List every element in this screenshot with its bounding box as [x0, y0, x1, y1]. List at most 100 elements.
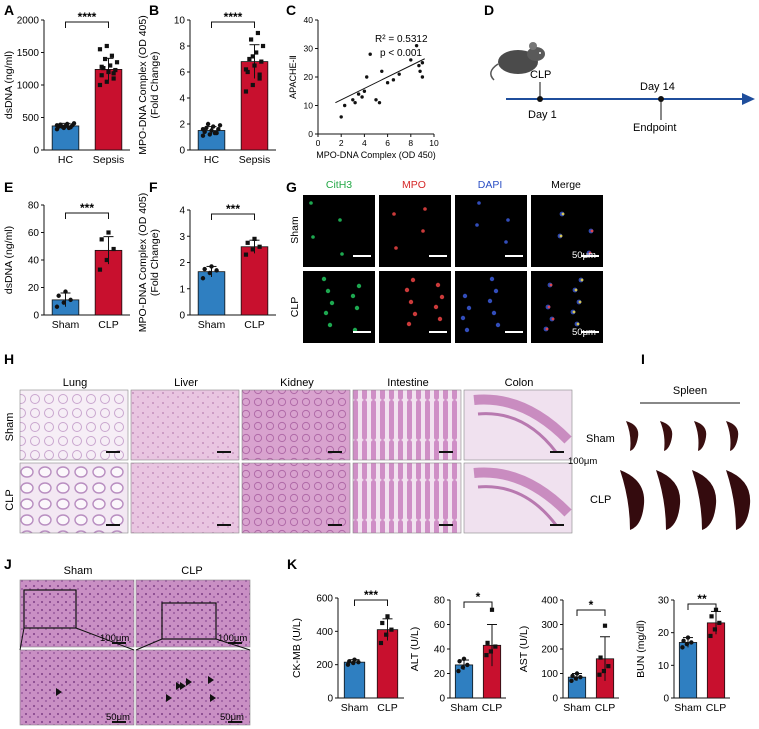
- bar: [343, 661, 366, 699]
- x-tick-label: 6: [385, 138, 390, 148]
- h-row-sham: Sham: [4, 413, 16, 442]
- data-point: [250, 82, 255, 88]
- data-point: [99, 237, 104, 242]
- cell-spot: [460, 315, 466, 321]
- histology-tile: [241, 389, 351, 461]
- x-axis-label: MPO-DNA Complex (OD 450): [316, 150, 436, 160]
- y-tick-label: 4: [179, 206, 185, 217]
- y-tick-label: 20: [28, 283, 40, 294]
- x-tick-label: Sham: [198, 319, 226, 331]
- cell-spot: [580, 278, 584, 282]
- data-point: [200, 127, 206, 132]
- spleen-sham: [694, 421, 707, 451]
- cell-spot: [506, 218, 510, 222]
- y-tick-label: 80: [434, 596, 446, 607]
- data-point: [717, 620, 722, 625]
- scatter-point: [417, 63, 421, 68]
- chart-k4: 0 10 20 30 BUN (mg/dl) Sham CLP **: [635, 592, 730, 714]
- data-point: [214, 268, 219, 273]
- spleen-clp: [726, 470, 751, 530]
- scatter-point: [385, 81, 390, 85]
- significance-label: ***: [80, 201, 94, 215]
- h-header-colon: Colon: [505, 377, 534, 389]
- significance-label: ****: [224, 10, 243, 24]
- panel-j-images: [19, 579, 251, 726]
- data-point: [252, 63, 257, 68]
- x-tick-label: 0: [316, 138, 321, 148]
- data-point: [114, 60, 120, 65]
- cell-spot: [590, 229, 594, 233]
- cell-spot: [408, 299, 414, 305]
- x-tick-label: CLP: [706, 702, 726, 714]
- y-tick-label: 1000: [17, 81, 40, 92]
- significance-bracket: [463, 601, 493, 608]
- y-tick-label: 10: [174, 16, 186, 27]
- data-point: [257, 72, 262, 77]
- y-tick-label: 400: [316, 627, 333, 638]
- x-tick-label: Sham: [563, 702, 591, 714]
- scatter-point: [368, 52, 372, 56]
- significance-bracket: [65, 21, 109, 28]
- g-header-cith3: CitH3: [326, 179, 352, 191]
- scatter-point: [420, 75, 425, 79]
- data-point: [597, 672, 602, 677]
- y-tick-label: 60: [28, 228, 40, 239]
- data-point: [247, 56, 252, 62]
- scatter-point: [420, 61, 425, 65]
- data-point: [243, 252, 249, 257]
- data-point: [207, 132, 212, 137]
- cell-spot: [561, 212, 565, 216]
- data-point: [254, 50, 259, 55]
- y-axis-label: BUN (mg/dl): [635, 620, 647, 678]
- data-point: [97, 82, 103, 88]
- zoom-box: [161, 602, 217, 640]
- y-tick-label: 0: [308, 129, 313, 139]
- x-tick-label: Sham: [52, 319, 80, 331]
- data-point: [465, 662, 470, 668]
- cell-spot: [340, 252, 344, 256]
- arrowhead-icon: [180, 682, 186, 690]
- cell-spot: [475, 223, 479, 227]
- y-tick-label: 500: [22, 113, 39, 124]
- cell-spot: [356, 283, 362, 289]
- data-point: [681, 638, 686, 644]
- scatter-point: [418, 69, 422, 74]
- data-point: [255, 30, 261, 36]
- cell-spot: [412, 311, 418, 317]
- x-tick-label: Sepsis: [239, 154, 271, 166]
- y-tick-label: 40: [434, 645, 446, 656]
- data-point: [212, 130, 218, 136]
- y-tick-label: 80: [28, 201, 40, 212]
- cell-spot: [309, 201, 313, 205]
- cell-spot: [477, 201, 481, 205]
- y-tick-label: 4: [179, 94, 185, 105]
- data-point: [97, 47, 103, 52]
- timeline-clp-label: CLP: [530, 69, 551, 81]
- y-tick-label: 400: [541, 596, 558, 607]
- data-point: [680, 645, 685, 650]
- histology-tile: [19, 462, 129, 534]
- y-tick-label: 0: [439, 694, 445, 705]
- x-tick-label: HC: [204, 154, 220, 166]
- g-header-merge: Merge: [551, 179, 581, 191]
- y-tick-label: 0: [179, 146, 185, 157]
- cell-spot: [547, 305, 551, 309]
- timeline: [490, 42, 755, 120]
- scatter-point: [353, 100, 357, 105]
- day14-dot: [658, 96, 664, 102]
- mouse-head: [527, 47, 545, 61]
- arrowhead-icon: [56, 688, 62, 696]
- cell-spot: [559, 234, 563, 238]
- y-tick-label: 30: [304, 44, 314, 54]
- data-point: [385, 614, 390, 619]
- y-tick-label: 10: [658, 661, 670, 672]
- significance-bracket: [65, 212, 109, 219]
- cell-spot: [487, 298, 493, 304]
- data-point: [260, 43, 266, 49]
- cell-spot: [354, 305, 360, 311]
- g-row-sham: Sham: [289, 216, 301, 244]
- data-point: [106, 230, 111, 235]
- spleen-clp: [620, 470, 645, 530]
- panel-label-d: D: [484, 2, 494, 18]
- g-scale-bottom: 50μm: [572, 327, 596, 338]
